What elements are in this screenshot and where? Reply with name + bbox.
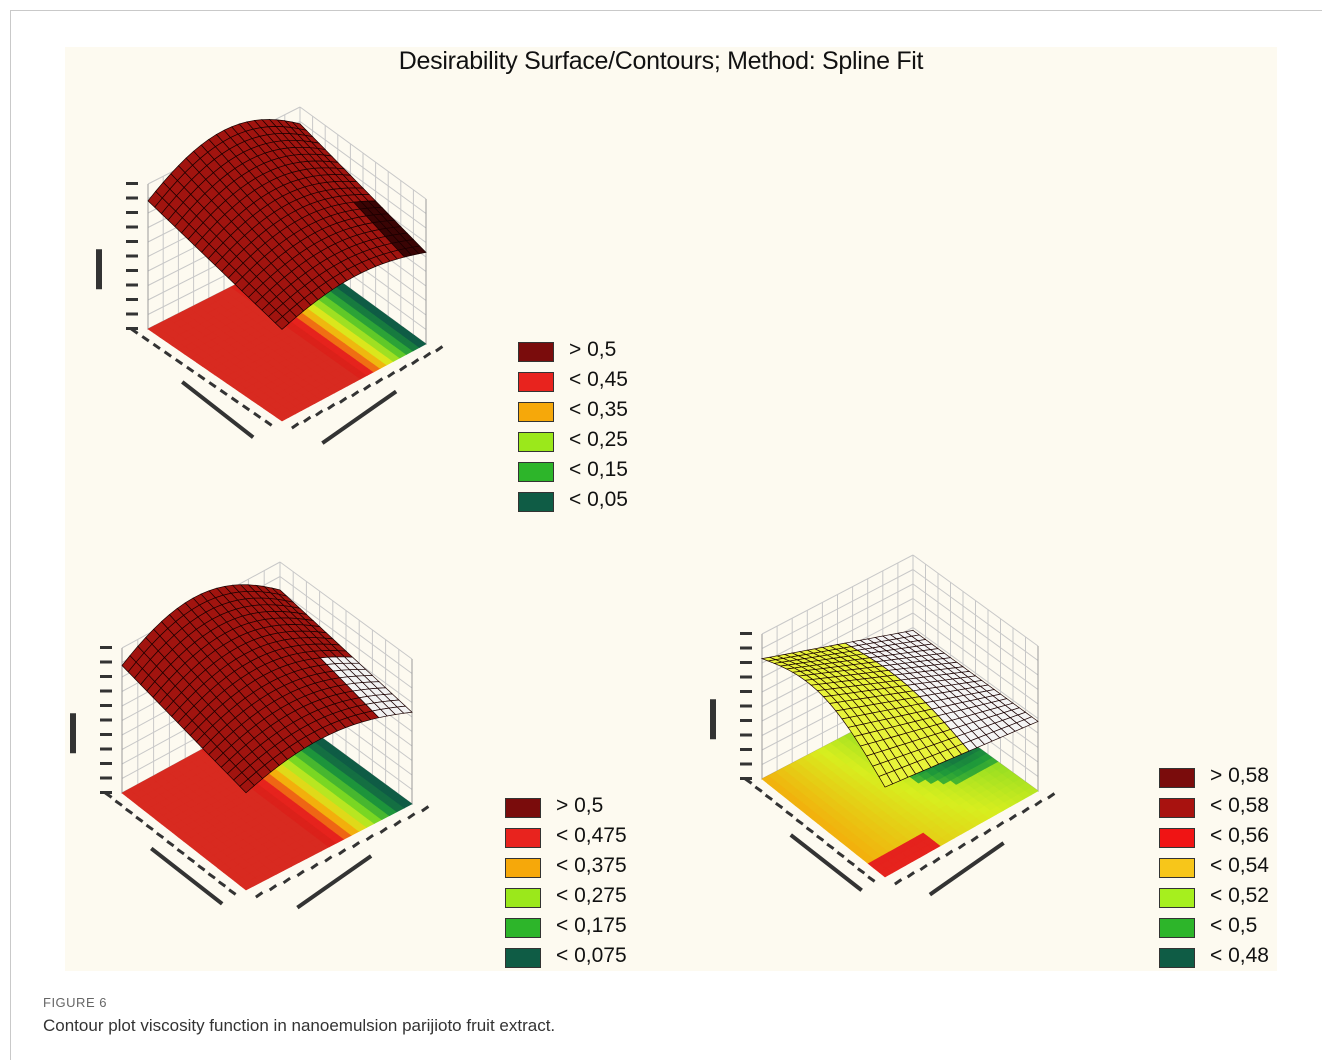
legend-swatch [518,342,554,362]
legend-label: < 0,56 [1210,824,1269,847]
legend-swatch [1159,918,1195,938]
legend-label: < 0,45 [569,368,628,391]
legend-swatch [1159,828,1195,848]
figure-frame [10,10,1322,1060]
legend-label: < 0,275 [556,884,627,907]
figure-caption: Contour plot viscosity function in nanoe… [43,1016,556,1035]
legend-label: < 0,075 [556,944,627,967]
legend-label: < 0,375 [556,854,627,877]
legend-swatch [505,918,541,938]
legend-swatch [1159,858,1195,878]
legend-swatch [1159,798,1195,818]
legend-label: > 0,5 [556,794,604,817]
legend-label: < 0,52 [1210,884,1269,907]
surface-plot-2 [70,561,430,910]
legend-swatch [1159,768,1195,788]
legend-label: < 0,58 [1210,794,1269,817]
response-surface [760,630,1039,788]
axis-ticks [710,632,1056,897]
legend-label: < 0,05 [569,488,628,511]
figure-label: FIGURE 6 [43,995,107,1010]
legend-label: < 0,175 [556,914,627,937]
legend-label: < 0,35 [569,398,628,421]
legend-swatch [518,462,554,482]
axis-ticks [96,182,444,445]
legend-label: < 0,48 [1210,944,1269,967]
legend-swatch [1159,888,1195,908]
axis-ticks [70,646,430,910]
legend-swatch [505,858,541,878]
legend-swatch [518,432,554,452]
legend-swatch [518,402,554,422]
legend-label: < 0,25 [569,428,628,451]
surface-plots [70,106,1056,910]
legend-label: < 0,54 [1210,854,1269,877]
response-surface [121,584,413,794]
legend-swatch [505,948,541,968]
legend-swatch [505,828,541,848]
legend-swatch [518,492,554,512]
chart-title: Desirability Surface/Contours; Method: S… [398,47,924,75]
chart-figure: Desirability Surface/Contours; Method: S… [65,47,1277,971]
surface-plot-1 [96,106,444,445]
legend-swatch [505,798,541,818]
legend-swatch [1159,948,1195,968]
legend-swatch [505,888,541,908]
legend-label: < 0,475 [556,824,627,847]
response-surface [147,119,427,330]
legend-label: < 0,15 [569,458,628,481]
legend-label: > 0,58 [1210,764,1269,787]
legend-label: > 0,5 [569,338,617,361]
legend-label: < 0,5 [1210,914,1258,937]
surface-plot-3 [710,554,1056,897]
legend-swatch [518,372,554,392]
